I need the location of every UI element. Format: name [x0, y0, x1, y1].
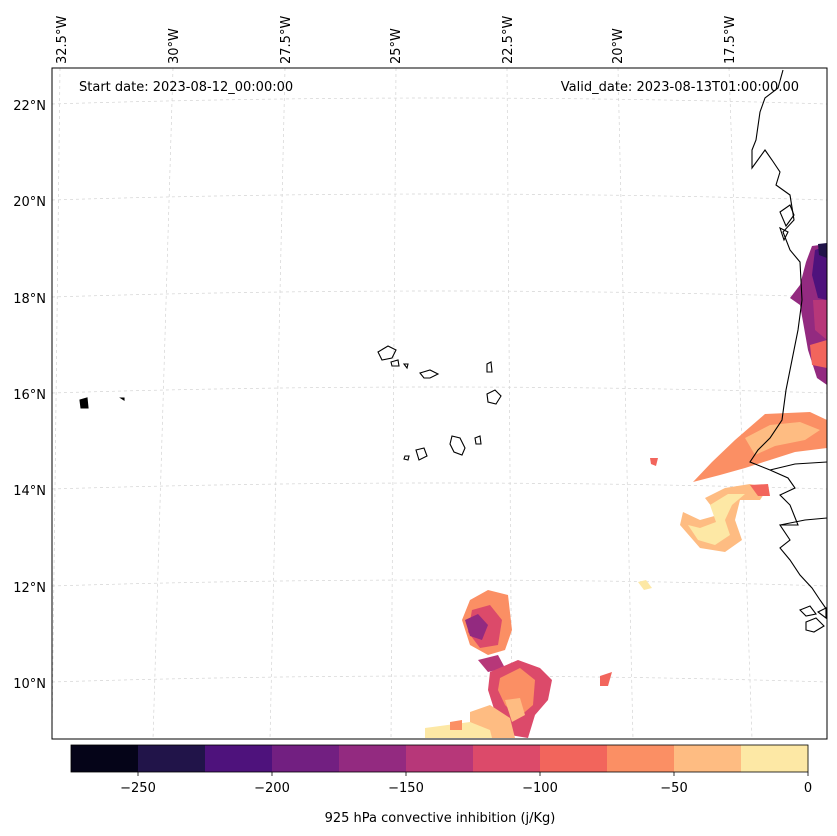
gridline-lat-20n [52, 193, 827, 201]
contour-mauritania-edge [818, 243, 827, 258]
colorbar-swatch [741, 745, 809, 772]
gridline-lon-32-5w [52, 68, 61, 739]
contour-senegal-small [650, 458, 658, 466]
lon-label-25w: 25°W [389, 28, 404, 64]
cape-verde-santiago [449, 435, 466, 456]
lon-label-30w: 30°W [167, 28, 182, 64]
lat-label-18n: 18°N [13, 292, 46, 307]
colorbar-swatch [71, 745, 139, 772]
contour-mauritania-core [812, 246, 827, 300]
colorbar-tick-label: −250 [120, 781, 156, 796]
lat-label-22n: 22°N [13, 99, 46, 114]
cape-verde-sal [486, 361, 493, 373]
gridline-lat-16n [52, 386, 827, 394]
gridline-lat-14n [52, 482, 827, 490]
gridline-lat-10n [52, 675, 827, 683]
gridline-lon-20w [617, 68, 634, 739]
colorbar-swatch [339, 745, 407, 772]
cape-verde-santa-luzia [402, 363, 409, 370]
colorbar-swatch [473, 745, 541, 772]
colorbar-swatch [540, 745, 608, 772]
island-mauritania-coast [779, 226, 789, 242]
lat-label-20n: 20°N [13, 195, 46, 210]
lat-label-10n: 10°N [13, 677, 46, 692]
colorbar-tick-label: −100 [522, 781, 558, 796]
gridline-lat-12n [52, 579, 827, 587]
colorbar-tick-label: −50 [660, 781, 687, 796]
colorbar-tick-label: 0 [804, 781, 812, 796]
lon-label-20w: 20°W [611, 28, 626, 64]
contour-mauritania-south [810, 340, 827, 368]
map-frame [51, 67, 828, 740]
island-west-speck [79, 397, 89, 409]
colorbar-tick-label: −200 [254, 781, 290, 796]
contour-gambia-pale [688, 494, 745, 545]
coast-africa-north [749, 69, 827, 611]
colorbar-frame [70, 744, 809, 773]
gridline-lon-27-5w [269, 68, 286, 739]
colorbar-swatch [205, 745, 273, 772]
colorbar-swatch [272, 745, 340, 772]
colorbar-swatch [138, 745, 206, 772]
contour-mauritania-inner [813, 300, 827, 340]
lat-label-16n: 16°N [13, 388, 46, 403]
cape-verde-fogo [415, 447, 428, 461]
graticule [52, 68, 827, 739]
colorbar-swatch [607, 745, 675, 772]
map-panel [52, 68, 827, 739]
start-date-label: Start date: 2023-08-12_00:00:00 [79, 80, 293, 95]
island-bissagos-3 [816, 607, 827, 620]
lat-label-14n: 14°N [13, 484, 46, 499]
lon-labels: 32.5°W 30°W 27.5°W 25°W 22.5°W 20°W 17.5… [55, 16, 738, 64]
lon-label-32-5w: 32.5°W [55, 16, 70, 64]
gridline-lon-25w [390, 68, 397, 739]
contour-plume-lower-core [505, 698, 525, 722]
cape-verde-brava [403, 455, 410, 461]
lon-label-17-5w: 17.5°W [723, 16, 738, 64]
cape-verde-santo-antao [377, 345, 397, 361]
gridline-lon-17-5w [728, 68, 753, 739]
contour-plume-upper-core [465, 614, 488, 640]
island-west-dot [119, 397, 125, 402]
contour-gambia-red [750, 484, 770, 496]
gridline-lon-30w [152, 68, 174, 739]
contour-guinea-dot [638, 580, 652, 590]
cape-verde-boa-vista [486, 389, 502, 405]
cape-verde-sao-nicolau [419, 369, 440, 379]
cape-verde-sao-vicente [390, 359, 400, 367]
colorbar: −250 −200 −150 −100 −50 0 [70, 744, 812, 796]
island-bissagos-1 [799, 605, 817, 617]
lon-label-27-5w: 27.5°W [279, 16, 294, 64]
contour-plume-neck [478, 655, 505, 672]
gridline-lat-22n [52, 97, 827, 105]
lat-labels: 22°N 20°N 18°N 16°N 14°N 12°N 10°N [13, 99, 46, 692]
colorbar-swatch [406, 745, 474, 772]
island-tenerife-like-1 [779, 204, 795, 228]
colorbar-swatch [674, 745, 742, 772]
valid-date-label: Valid_date: 2023-08-13T01:00:00.00 [561, 80, 799, 95]
coast-gambia-river [769, 461, 827, 471]
cin-contours [425, 243, 827, 738]
gridline-lat-18n [52, 290, 827, 298]
contour-dot-east [600, 672, 612, 686]
lon-label-22-5w: 22.5°W [501, 16, 516, 64]
lat-label-12n: 12°N [13, 581, 46, 596]
coast-guinea-bissau [779, 517, 827, 526]
colorbar-tick-label: −150 [388, 781, 424, 796]
cape-verde-maio [474, 435, 482, 445]
contour-senegal-inner [745, 422, 820, 455]
contour-dot-west [450, 720, 462, 730]
colorbar-label: 925 hPa convective inhibition (j/Kg) [325, 811, 556, 826]
island-bissagos-2 [805, 617, 825, 633]
coastlines [79, 69, 827, 633]
